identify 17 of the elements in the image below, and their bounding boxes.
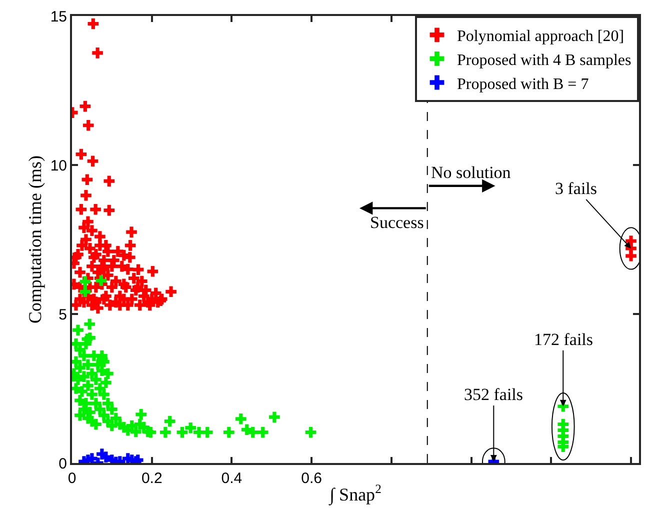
annotation: 172 fails [534, 330, 594, 349]
annotation: Success [370, 213, 424, 232]
legend-label: Proposed with B = 7 [457, 76, 589, 93]
y-tick-label: 0 [58, 455, 67, 472]
legend-label: Polynomial approach [20] [457, 28, 624, 46]
x-tick-label: 0.2 [141, 470, 162, 487]
y-tick-label: 5 [58, 306, 67, 324]
annotation: No solution [431, 163, 512, 182]
x-tick-label: 0.4 [221, 470, 242, 487]
annotation: 352 fails [464, 385, 524, 404]
x-axis-title: ∫ Snap$^{2}$ [328, 482, 382, 506]
y-tick-label: 15 [50, 8, 67, 26]
legend-label: Proposed with 4 B samples [457, 52, 632, 69]
annotation: 3 fails [555, 179, 598, 198]
y-axis-title: Computation time (ms) [25, 156, 46, 324]
y-tick-label: 10 [50, 157, 67, 174]
x-tick-label: 0.6 [301, 470, 322, 487]
